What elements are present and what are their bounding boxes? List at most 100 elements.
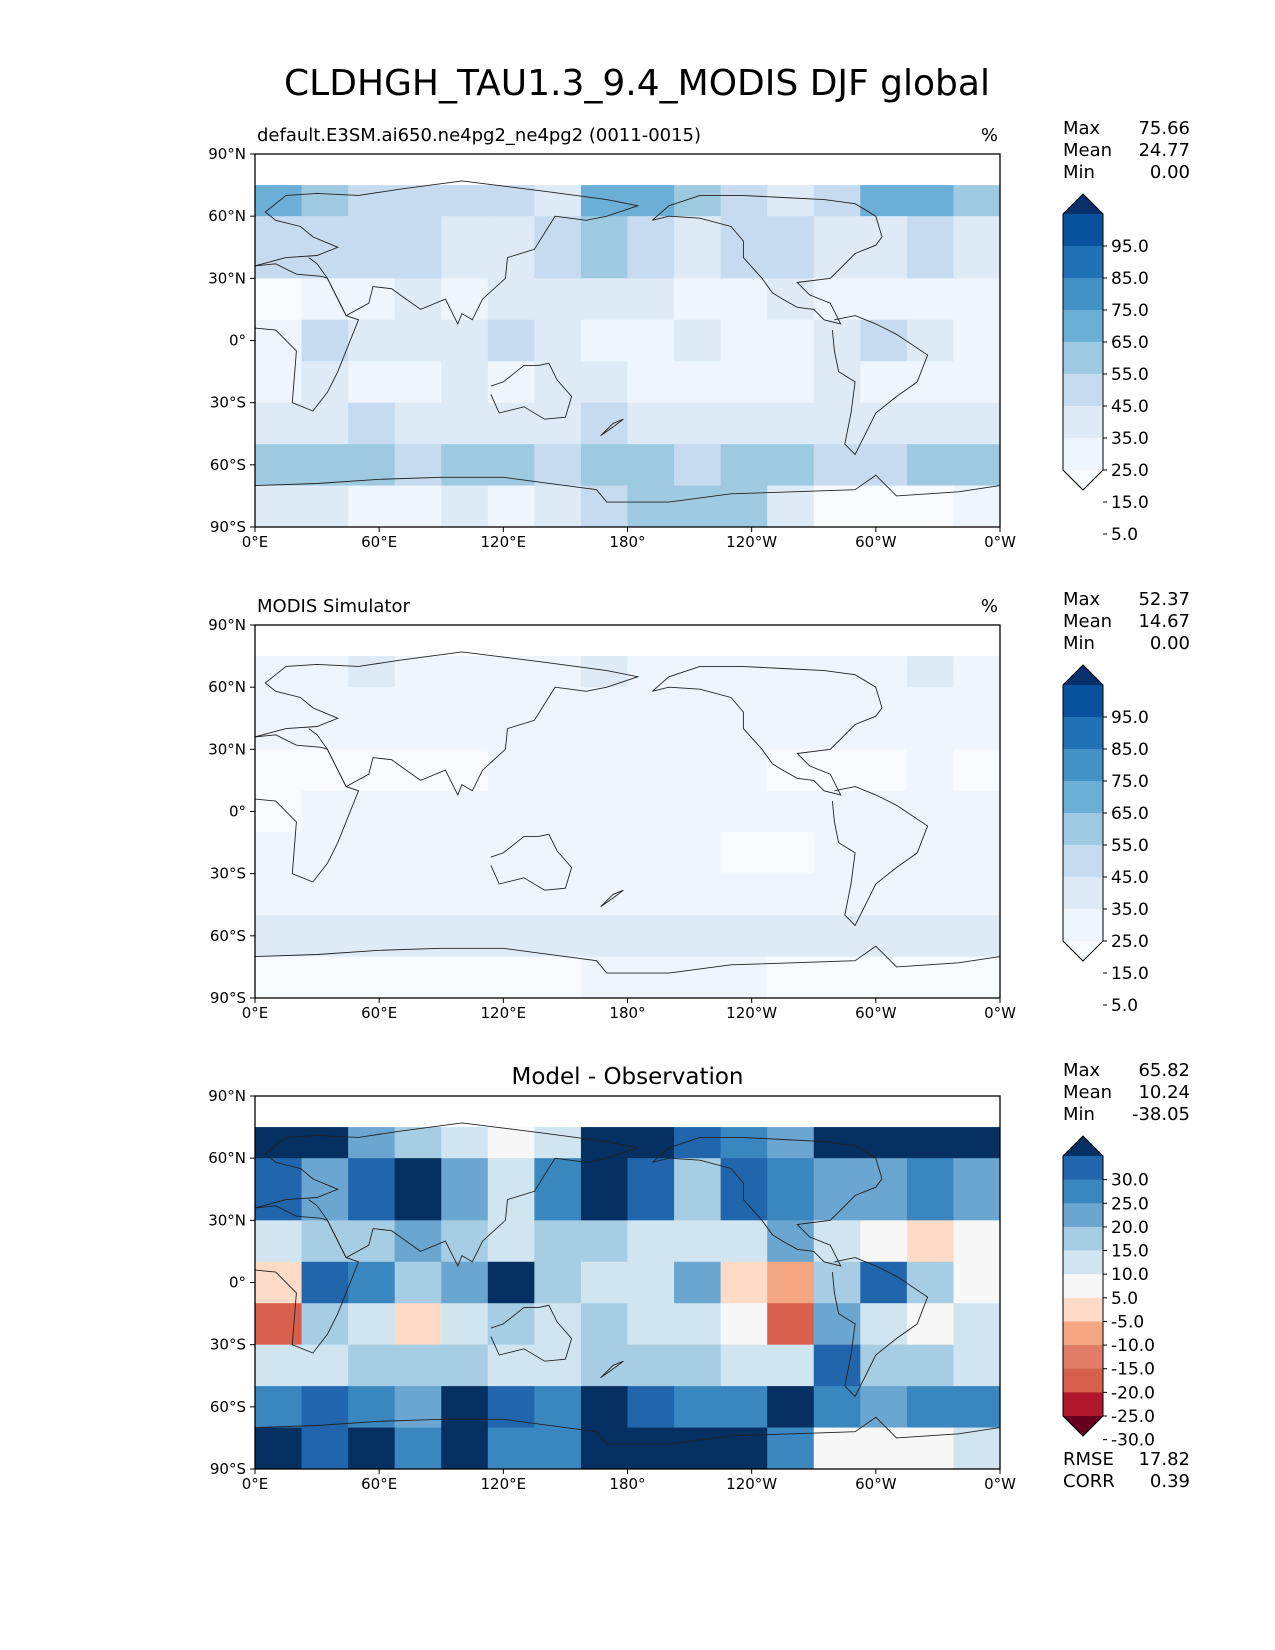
colorbar-tick-label: 5.0 [1111,996,1138,1016]
colorbar-tick-label: -5.0 [1111,1312,1144,1332]
field-cell [767,1386,815,1429]
stat-label-mean: Mean [1063,140,1112,161]
y-tick-label: 60°S [210,456,246,474]
field-cell [720,216,768,279]
field-cell [906,1158,955,1221]
colorbar-tick-label: 65.0 [1111,333,1149,353]
field-cell [906,790,955,833]
field-cell [674,1427,722,1469]
field-cell [534,687,582,750]
field-cell [580,1220,629,1263]
field-cell [627,915,675,958]
field-cell [301,1220,349,1263]
field-cell [860,1261,908,1304]
coastline [831,315,929,456]
field-cell [255,687,303,750]
field-cell [534,278,582,321]
field-cell [580,1127,629,1159]
stat-label-mean: Mean [1063,611,1112,632]
field-cell [767,216,815,279]
field-cell [627,319,675,362]
field-cell [255,1386,303,1429]
field-cell [487,1220,535,1263]
field-cell [860,216,908,279]
field-cell [255,319,303,362]
panels: 0°E 60°E 120°E 180° 120°W 60°W 0°W 90°N 60°N 30°N… [208,118,1190,1493]
rmse-label: RMSE [1063,1449,1114,1470]
field-cell [487,1127,535,1159]
colorbar-segment [1063,845,1103,878]
field-cell [674,216,722,279]
field-cell [813,402,861,445]
field-cell [860,361,908,404]
field-cell [348,1220,396,1263]
y-tick-label: 90°S [210,518,246,536]
colorbar-extend-top [1063,1136,1103,1156]
field-cell [348,1127,396,1159]
x-tick-label: 60°W [855,1475,897,1493]
colorbar-segment [1063,406,1103,439]
field-cell [953,361,1000,404]
field-cell [301,956,349,998]
field-cell [767,1158,815,1221]
colorbar-tick-label: -30.0 [1111,1431,1155,1451]
field-cell [767,873,815,916]
field-cell [441,216,489,279]
colorbar-tick-label: 15.0 [1111,493,1149,513]
field-cell [860,1427,908,1469]
field-cell [860,915,908,958]
colorbar-segment [1063,1392,1103,1417]
field-cell [441,656,489,688]
field-cell [767,832,815,875]
field-cell [627,1427,675,1469]
field-cell [487,216,535,279]
field-cell [813,915,861,958]
field-cell [580,185,629,217]
field-cell [767,687,815,750]
field-cell [767,402,815,445]
field-cell [487,444,535,487]
field-cell [441,832,489,875]
field-cell [301,656,349,688]
y-tick-label: 0° [229,332,246,350]
x-tick-label: 120°W [726,533,777,551]
colorbar-tick-label: 25.0 [1111,932,1149,952]
field-cell [813,790,861,833]
field-cell [674,485,722,527]
field-cell [580,1158,629,1221]
field-cell [348,319,396,362]
colorbar-tick-label: 55.0 [1111,365,1149,385]
field-cell [441,1427,489,1469]
field-cell [674,873,722,916]
field-cell [720,656,768,688]
field-cell [441,687,489,750]
x-tick-label: 0°E [242,1004,269,1022]
field-cell [534,1303,582,1346]
colorbar-tick-label: 95.0 [1111,708,1149,728]
field-cell [627,278,675,321]
coastline [255,734,360,883]
field-cell [627,687,675,750]
field-cell [580,1261,629,1304]
field-cell [860,749,908,792]
colorbar-tick-label: 75.0 [1111,772,1149,792]
y-tick-label: 90°N [208,145,246,163]
field-cell [813,1158,861,1221]
field-cell [674,1261,722,1304]
field-cell [674,832,722,875]
field-cell [627,790,675,833]
field-cell [720,1303,768,1346]
field-cell [767,361,815,404]
colorbar-tick-label: 25.0 [1111,1194,1149,1214]
field-cell [487,485,535,527]
coastline [255,263,360,412]
coastline [600,418,624,437]
field-cell [534,1261,582,1304]
field-cell [534,361,582,404]
colorbar-segment [1063,310,1103,343]
corr-value: 0.39 [1150,1471,1190,1492]
field-cell [348,485,396,527]
field-cell [534,790,582,833]
field-cell [813,956,861,998]
